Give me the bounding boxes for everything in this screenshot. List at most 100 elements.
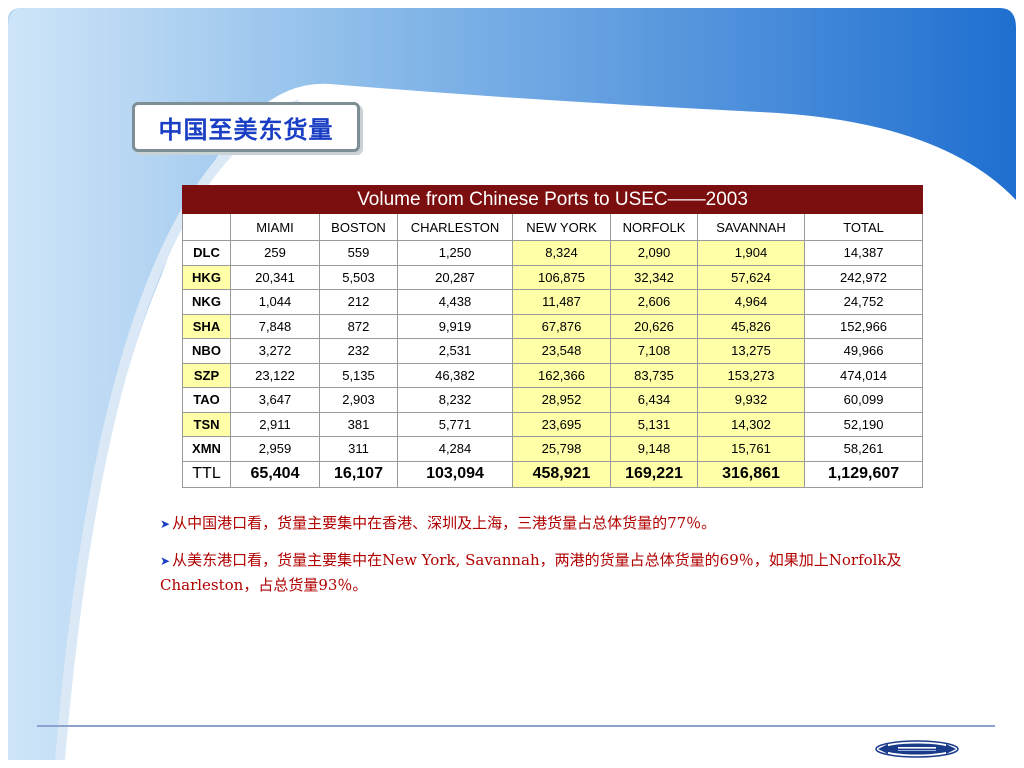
port-label: TAO <box>182 387 231 413</box>
table-row: TSN 2,911 381 5,771 23,695 5,131 14,302 52,190 <box>182 411 924 437</box>
table-cell: 23,695 <box>512 411 611 437</box>
table-cell: 242,972 <box>803 264 924 290</box>
table-cell: 1,044 <box>230 289 320 315</box>
table-body: DLC 259 559 1,250 8,324 2,090 1,904 14,387 HKG 20… <box>182 240 924 488</box>
table-cell: 2,903 <box>319 387 398 413</box>
table-cell: 316,861 <box>697 460 805 488</box>
table-cell: 57,624 <box>697 264 805 290</box>
table-cell: 32,342 <box>610 264 698 290</box>
table-cell: 58,261 <box>803 436 924 462</box>
table-row: SHA 7,848 872 9,919 67,876 20,626 45,826 152,96… <box>182 313 924 339</box>
port-label: XMN <box>182 436 231 462</box>
notes: ➤ 从中国港口看，货量主要集中在香港、深圳及上海，三港货量占总体货量的77％。 ➤… <box>160 511 950 609</box>
table-cell: 559 <box>319 240 398 266</box>
port-label: DLC <box>182 240 231 266</box>
table-cell: 11,487 <box>512 289 611 315</box>
column-header <box>182 213 231 241</box>
port-label: TSN <box>182 411 231 437</box>
table-cell: 2,090 <box>610 240 698 266</box>
table-cell: 14,302 <box>697 411 805 437</box>
slide-title-box: 中国至美东货量 <box>132 102 360 152</box>
table-cell: 162,366 <box>512 362 611 388</box>
table-cell: 5,135 <box>319 362 398 388</box>
table-row: TAO 3,647 2,903 8,232 28,952 6,434 9,932 60,099 <box>182 387 924 413</box>
bullet-arrow-icon: ➤ <box>160 554 171 568</box>
table-cell: 3,647 <box>230 387 320 413</box>
table-cell: 8,232 <box>397 387 513 413</box>
table-cell: 5,771 <box>397 411 513 437</box>
table-cell: 4,284 <box>397 436 513 462</box>
table-cell: 7,108 <box>610 338 698 364</box>
table-cell: 9,932 <box>697 387 805 413</box>
table-row: XMN 2,959 311 4,284 25,798 9,148 15,761 58,261 <box>182 436 924 462</box>
top-banner <box>8 8 1016 760</box>
port-label: SZP <box>182 362 231 388</box>
table-cell: 4,438 <box>397 289 513 315</box>
table-cell: 15,761 <box>697 436 805 462</box>
table-cell: 3,272 <box>230 338 320 364</box>
column-header: CHARLESTON <box>397 213 513 241</box>
table-cell: 25,798 <box>512 436 611 462</box>
footer-divider <box>37 725 995 727</box>
table-cell: 46,382 <box>397 362 513 388</box>
table-cell: 4,964 <box>697 289 805 315</box>
table-cell: 13,275 <box>697 338 805 364</box>
table-cell: 474,014 <box>803 362 924 388</box>
table-cell: 232 <box>319 338 398 364</box>
table-cell: 2,531 <box>397 338 513 364</box>
table-cell: 9,148 <box>610 436 698 462</box>
table-cell: 28,952 <box>512 387 611 413</box>
port-label: SHA <box>182 313 231 339</box>
slide-title: 中国至美东货量 <box>158 115 334 144</box>
table-cell: 14,387 <box>803 240 924 266</box>
table-cell: 83,735 <box>610 362 698 388</box>
table-cell: 152,966 <box>803 313 924 339</box>
table-cell: 2,959 <box>230 436 320 462</box>
table-cell: 24,752 <box>803 289 924 315</box>
table-cell: 23,548 <box>512 338 611 364</box>
table-cell: 5,131 <box>610 411 698 437</box>
table-cell: 20,626 <box>610 313 698 339</box>
table-row: NBO 3,272 232 2,531 23,548 7,108 13,275 49,966 <box>182 338 924 364</box>
column-header: NEW YORK <box>512 213 611 241</box>
note-text: 从美东港口看，货量主要集中在New York, Savannah，两港的货量占总… <box>160 551 902 594</box>
table-cell: 20,287 <box>397 264 513 290</box>
table-cell: 169,221 <box>610 460 698 488</box>
table-cell: 381 <box>319 411 398 437</box>
table-cell: 259 <box>230 240 320 266</box>
table-cell: 49,966 <box>803 338 924 364</box>
table-cell: 103,094 <box>397 460 513 488</box>
column-header: TOTAL <box>803 213 924 241</box>
table-cell: 45,826 <box>697 313 805 339</box>
table-row: HKG 20,341 5,503 20,287 106,875 32,342 57,624 2… <box>182 264 924 290</box>
table-cell: 23,122 <box>230 362 320 388</box>
table-cell: 7,848 <box>230 313 320 339</box>
table-cell: 1,129,607 <box>803 460 924 488</box>
column-header: NORFOLK <box>610 213 698 241</box>
note-item: ➤ 从中国港口看，货量主要集中在香港、深圳及上海，三港货量占总体货量的77％。 <box>160 511 950 536</box>
table-cell: 16,107 <box>319 460 398 488</box>
table-cell: 1,904 <box>697 240 805 266</box>
table-cell: 60,099 <box>803 387 924 413</box>
table-cell: 106,875 <box>512 264 611 290</box>
table-cell: 52,190 <box>803 411 924 437</box>
table-header-row: MIAMI BOSTON CHARLESTON NEW YORK NORFOLK… <box>182 213 924 241</box>
table-cell: 872 <box>319 313 398 339</box>
table-total-row: TTL 65,404 16,107 103,094 458,921 169,221 316,… <box>182 460 924 488</box>
column-header: BOSTON <box>319 213 398 241</box>
table-cell: 458,921 <box>512 460 611 488</box>
column-header: SAVANNAH <box>697 213 805 241</box>
table-cell: 311 <box>319 436 398 462</box>
port-label: TTL <box>182 460 231 488</box>
table-cell: 2,606 <box>610 289 698 315</box>
port-label: HKG <box>182 264 231 290</box>
sinotrans-logo <box>875 740 959 758</box>
volume-table: Volume from Chinese Ports to USEC——2003 … <box>181 185 924 488</box>
table-cell: 212 <box>319 289 398 315</box>
table-caption: Volume from Chinese Ports to USEC——2003 <box>181 185 924 214</box>
table-row: NKG 1,044 212 4,438 11,487 2,606 4,964 24,752 <box>182 289 924 315</box>
note-text: 从中国港口看，货量主要集中在香港、深圳及上海，三港货量占总体货量的77％。 <box>172 514 717 532</box>
table-cell: 9,919 <box>397 313 513 339</box>
table-row: DLC 259 559 1,250 8,324 2,090 1,904 14,387 <box>182 240 924 266</box>
table-cell: 8,324 <box>512 240 611 266</box>
